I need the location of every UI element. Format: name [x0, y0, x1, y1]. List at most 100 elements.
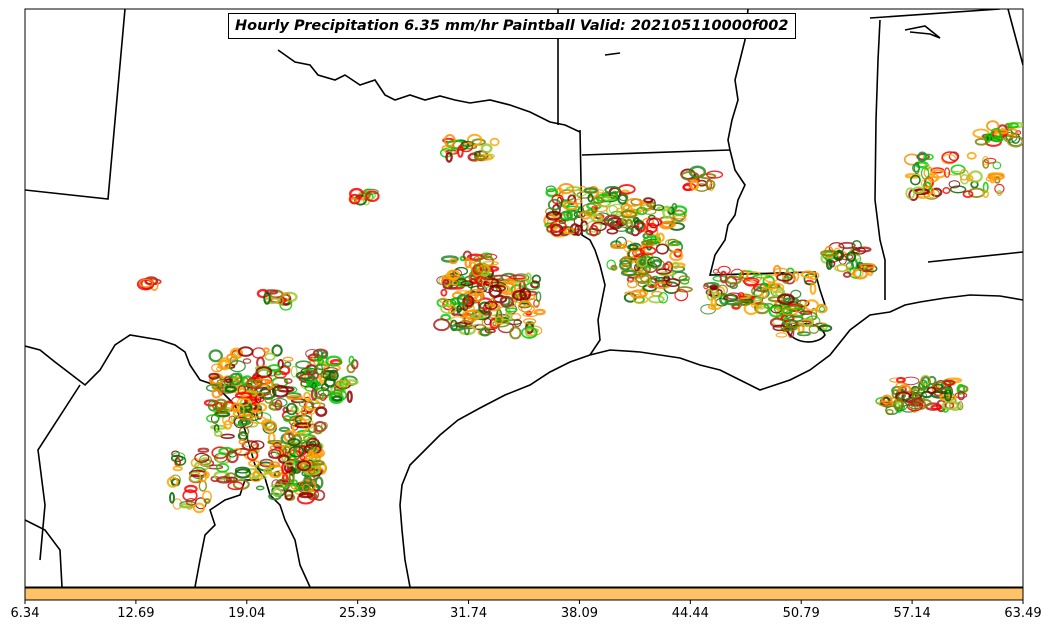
paintball-contour	[484, 300, 498, 311]
paintball-contour	[445, 151, 453, 163]
paintball-contour	[996, 189, 1003, 197]
paintball-contour	[478, 301, 492, 314]
paintball-contour	[895, 391, 912, 402]
paintball-contour	[317, 358, 325, 365]
paintball-contour	[310, 388, 318, 401]
paintball-contour	[738, 300, 752, 306]
paintball-contour	[294, 422, 312, 429]
paintball-contour	[455, 305, 463, 313]
paintball-contour	[325, 355, 342, 367]
paintball-contour	[199, 454, 212, 466]
paintball-contour	[211, 388, 222, 399]
colorbar-tick-label: 38.09	[560, 606, 599, 621]
paintball-contour	[449, 258, 458, 265]
map-title: Hourly Precipitation 6.35 mm/hr Paintbal…	[228, 13, 796, 39]
paintball-contour	[709, 284, 718, 291]
paintball-contour	[943, 379, 956, 386]
paintball-contour	[549, 220, 567, 233]
paintball-contour	[650, 259, 665, 270]
paintball-contour	[335, 379, 350, 388]
boundary-mississippi-river	[727, 9, 749, 151]
paintball-contour	[215, 463, 230, 473]
paintball-contour	[440, 288, 448, 297]
paintball-contour	[194, 452, 210, 463]
paintball-contour	[982, 189, 989, 198]
paintball-contour	[935, 379, 946, 390]
paintball-contour	[484, 318, 492, 326]
colorbar-tick-label: 19.04	[228, 606, 266, 621]
paintball-contour	[671, 202, 678, 211]
paintball-contour	[678, 275, 690, 282]
paintball-contour	[293, 417, 307, 427]
paintball-contour	[601, 195, 616, 201]
lake-small	[604, 52, 621, 56]
colorbar-tick-label: 63.49	[1004, 606, 1042, 621]
paintball-contour	[745, 271, 763, 283]
colorbar-tick-label: 6.34	[10, 606, 40, 621]
paintball-contour	[290, 365, 298, 378]
paintball-contour	[703, 283, 709, 290]
paintball-contour	[188, 471, 202, 483]
paintball-contour	[648, 218, 660, 229]
paintball-contour	[477, 264, 491, 274]
paintball-contour	[339, 377, 349, 390]
paintball-contour	[266, 380, 274, 390]
paintball-contour	[481, 260, 499, 266]
paintball-contour	[911, 163, 920, 173]
paintball-contour	[972, 128, 990, 139]
paintball-contour	[305, 380, 321, 387]
paintball-contour	[271, 397, 288, 408]
paintball-contour	[237, 419, 252, 426]
paintball-contour	[245, 379, 264, 388]
paintball-contour	[966, 151, 977, 160]
paintball-contour	[674, 289, 689, 302]
paintball-contour	[725, 275, 742, 285]
paintball-contour	[264, 352, 276, 361]
paintball-contour	[283, 414, 292, 422]
paintball-contour	[992, 161, 1002, 170]
paintball-contour	[639, 246, 657, 256]
paintball-contour	[610, 264, 618, 271]
paintball-contour	[282, 406, 289, 414]
paintball-contour	[249, 471, 263, 483]
paintball-contour	[923, 153, 934, 161]
paintball-contour	[910, 174, 921, 186]
paintball-contour	[590, 213, 603, 223]
paintball-contour	[342, 379, 359, 386]
paintball-contour	[494, 316, 504, 325]
paintball-contour	[646, 222, 658, 234]
paintball-contour	[982, 181, 989, 193]
paintball-contour	[305, 349, 320, 359]
paintball-contour	[604, 185, 621, 194]
paintball-contour	[658, 292, 669, 304]
paintball-contour	[792, 270, 800, 282]
paintball-contour	[575, 198, 583, 205]
paintball-contour	[625, 197, 642, 207]
paintball-contour	[583, 187, 598, 194]
paintball-contour	[234, 468, 252, 479]
paintball-contour	[287, 438, 301, 447]
paintball-contour	[634, 272, 653, 285]
paintball-contour	[712, 268, 719, 274]
paintball-contour	[262, 420, 278, 432]
paintball-contour	[292, 479, 298, 486]
paintball-contour	[197, 447, 210, 453]
paintball-contour	[574, 224, 583, 237]
paintball-contour	[957, 390, 965, 401]
paintball-contour	[313, 387, 325, 400]
paintball-contour	[974, 137, 988, 146]
colorbar	[24, 587, 1024, 601]
coastline-la-ms	[589, 294, 1023, 391]
paintball-contour	[852, 247, 866, 255]
paintball-contour	[348, 355, 355, 365]
paintball-contour	[545, 210, 563, 221]
paintball-contour	[619, 259, 632, 271]
paintball-contour	[910, 386, 926, 396]
paintball-contour	[710, 297, 717, 310]
paintball-contour	[636, 206, 648, 216]
paintball-contour	[809, 282, 817, 295]
paintball-contour	[317, 389, 332, 397]
paintball-contour	[284, 489, 294, 501]
boundary-co-nm	[25, 9, 126, 200]
paintball-contour	[272, 487, 283, 498]
